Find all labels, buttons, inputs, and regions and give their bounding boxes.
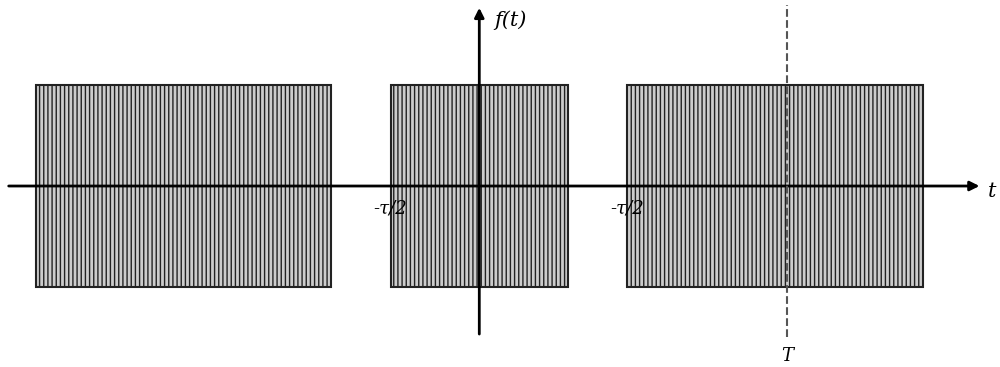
Bar [36,86,331,287]
Text: t: t [988,182,997,200]
Bar [627,86,923,287]
Bar [391,86,568,287]
Text: -τ/2: -τ/2 [610,199,644,217]
Text: -τ/2: -τ/2 [374,199,407,217]
Text: f(t): f(t) [494,10,526,30]
Text: T: T [781,347,793,365]
